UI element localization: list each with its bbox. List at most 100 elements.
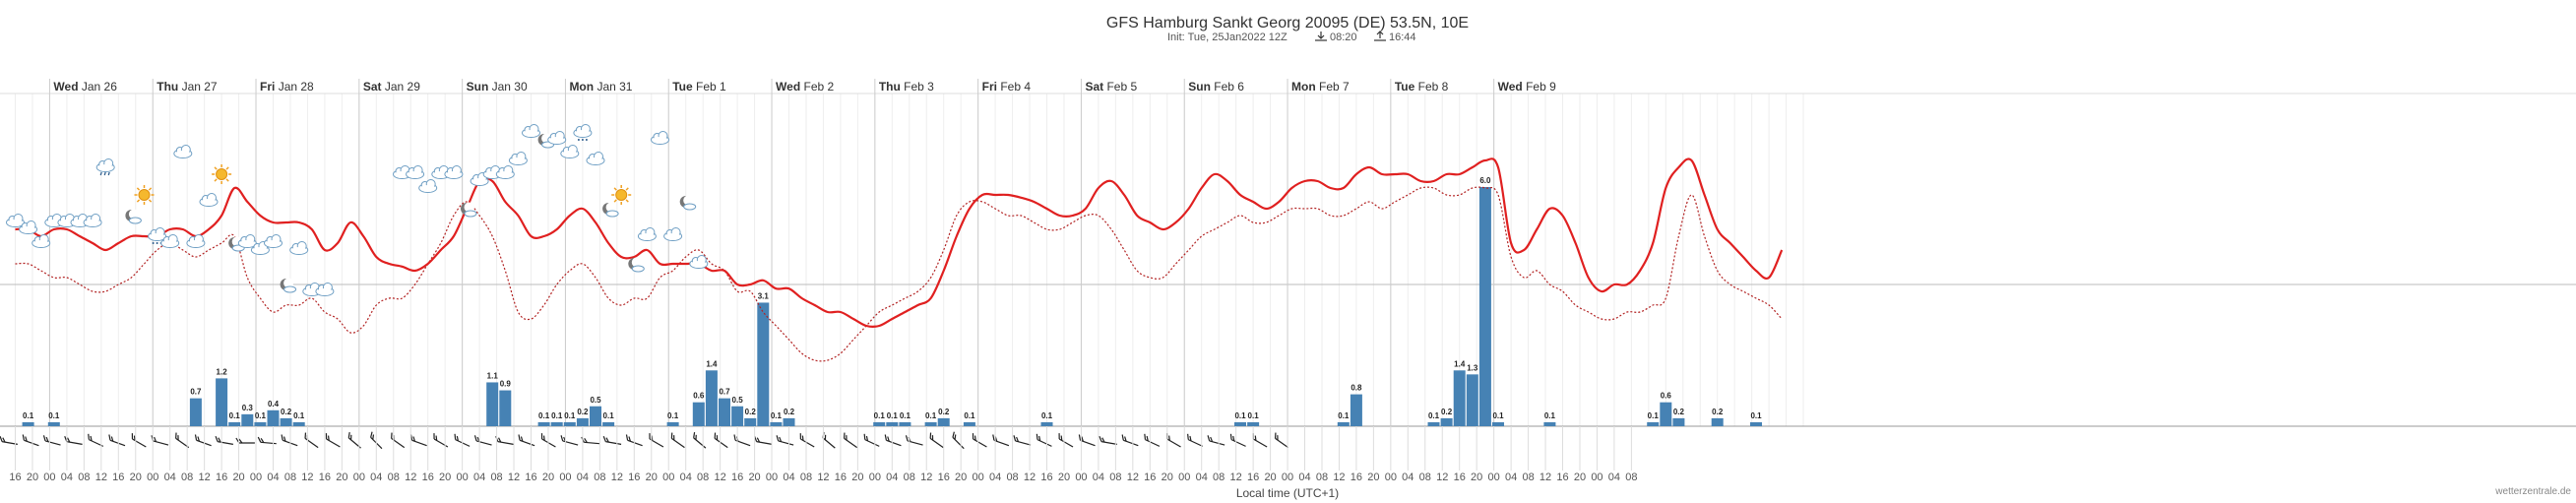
hour-label: 20 [439, 472, 451, 483]
wind-barb [1144, 433, 1161, 447]
hour-label: 00 [1178, 472, 1190, 483]
precip-bar [228, 421, 241, 426]
hour-label: 00 [147, 472, 158, 483]
precip-label: 0.3 [242, 404, 254, 412]
hour-label: 00 [457, 472, 469, 483]
wind-barbs [0, 431, 1288, 450]
wind-barb [1058, 433, 1074, 448]
precip-bar [280, 417, 292, 426]
precip-label: 0.1 [1234, 411, 1246, 420]
wind-barb [581, 436, 600, 445]
hour-label: 12 [611, 472, 623, 483]
moon-icon [125, 209, 142, 224]
cloud-icon [173, 145, 193, 158]
wind-barb [863, 433, 880, 447]
hour-label: 20 [1367, 472, 1379, 483]
precip-bar [563, 421, 576, 426]
hour-label: 04 [1093, 472, 1104, 483]
cloud-icon [19, 220, 38, 234]
hour-label: 00 [43, 472, 55, 483]
day-label: Wed Feb 9 [1498, 80, 1556, 94]
precip-bar [550, 421, 563, 426]
hour-label: 00 [1075, 472, 1087, 483]
moon-icon [461, 202, 477, 218]
wind-barb [108, 434, 126, 447]
precip-label: 0.4 [268, 400, 280, 409]
hour-label: 00 [1488, 472, 1500, 483]
hour-label: 08 [490, 472, 502, 483]
precip-label: 3.1 [758, 291, 770, 300]
cloud-icon [6, 214, 25, 227]
cloud-icon [315, 283, 335, 296]
wind-barb [409, 434, 427, 447]
wind-barb [495, 435, 514, 445]
cloud-icon [186, 234, 206, 248]
hour-label: 20 [130, 472, 142, 483]
hour-label: 16 [1247, 472, 1259, 483]
cloud-icon [651, 131, 669, 145]
sunrise-time: 08:20 [1330, 31, 1357, 43]
hour-label: 04 [1608, 472, 1620, 483]
hour-label: 08 [1419, 472, 1431, 483]
dewpoint-line [15, 186, 1783, 362]
cloud-icon [160, 234, 180, 248]
wind-barb [799, 433, 815, 448]
precip-bar [937, 417, 950, 426]
hour-label: 16 [1144, 472, 1156, 483]
hour-label: 16 [938, 472, 950, 483]
cloud-icon [444, 165, 464, 179]
wind-barb [952, 431, 965, 450]
cloud-icon [418, 179, 438, 193]
wind-barb [42, 435, 61, 446]
wind-barb [625, 434, 643, 447]
wind-barb [194, 434, 212, 447]
precip-label: 0.1 [925, 411, 937, 420]
hour-label: 20 [336, 472, 347, 483]
precip-bar [692, 402, 705, 426]
hour-label: 00 [559, 472, 571, 483]
x-axis-title: Local time (UTC+1) [1236, 486, 1339, 500]
wind-barb [1013, 435, 1032, 446]
hour-label: 16 [216, 472, 227, 483]
sun-icon [134, 185, 155, 205]
wind-barb [131, 433, 147, 448]
cloud-icon [264, 234, 283, 248]
hour-label: 00 [973, 472, 984, 483]
wind-barb [1187, 433, 1204, 447]
precip-bar [886, 421, 899, 426]
cloud-icon [83, 214, 102, 227]
precip-bar [1478, 187, 1491, 426]
wind-barb [433, 433, 449, 448]
precip-label: 0.7 [719, 388, 730, 397]
precip-bar [499, 390, 512, 426]
moon-icon [602, 202, 619, 218]
hour-label: 04 [680, 472, 692, 483]
hour-label: 08 [1522, 472, 1534, 483]
wind-barb [304, 432, 319, 449]
precip-label: 0.2 [745, 408, 757, 416]
hour-label: 12 [199, 472, 211, 483]
precip-label: 0.1 [538, 411, 550, 420]
cloud-icon [560, 145, 580, 158]
hour-label: 20 [1574, 472, 1586, 483]
cloud-icon [406, 165, 425, 179]
wind-barb [843, 432, 857, 449]
cloud-icon [431, 165, 451, 179]
hour-label: 20 [955, 472, 967, 483]
precip-bar [757, 302, 770, 426]
wind-barb [281, 434, 298, 447]
hour-label: 12 [1230, 472, 1242, 483]
wind-barb [905, 435, 923, 446]
precip-label: 0.6 [693, 392, 705, 401]
day-label: Sun Feb 6 [1188, 80, 1244, 94]
weather-icons [6, 124, 709, 296]
wind-barb [1099, 435, 1117, 445]
hour-label: 12 [508, 472, 520, 483]
wind-barb [929, 432, 944, 449]
wind-barb [733, 434, 751, 447]
hour-label: 12 [1127, 472, 1139, 483]
sunrise-icon [1315, 31, 1327, 41]
precip-label: 0.1 [564, 411, 576, 420]
hour-label: 16 [319, 472, 331, 483]
